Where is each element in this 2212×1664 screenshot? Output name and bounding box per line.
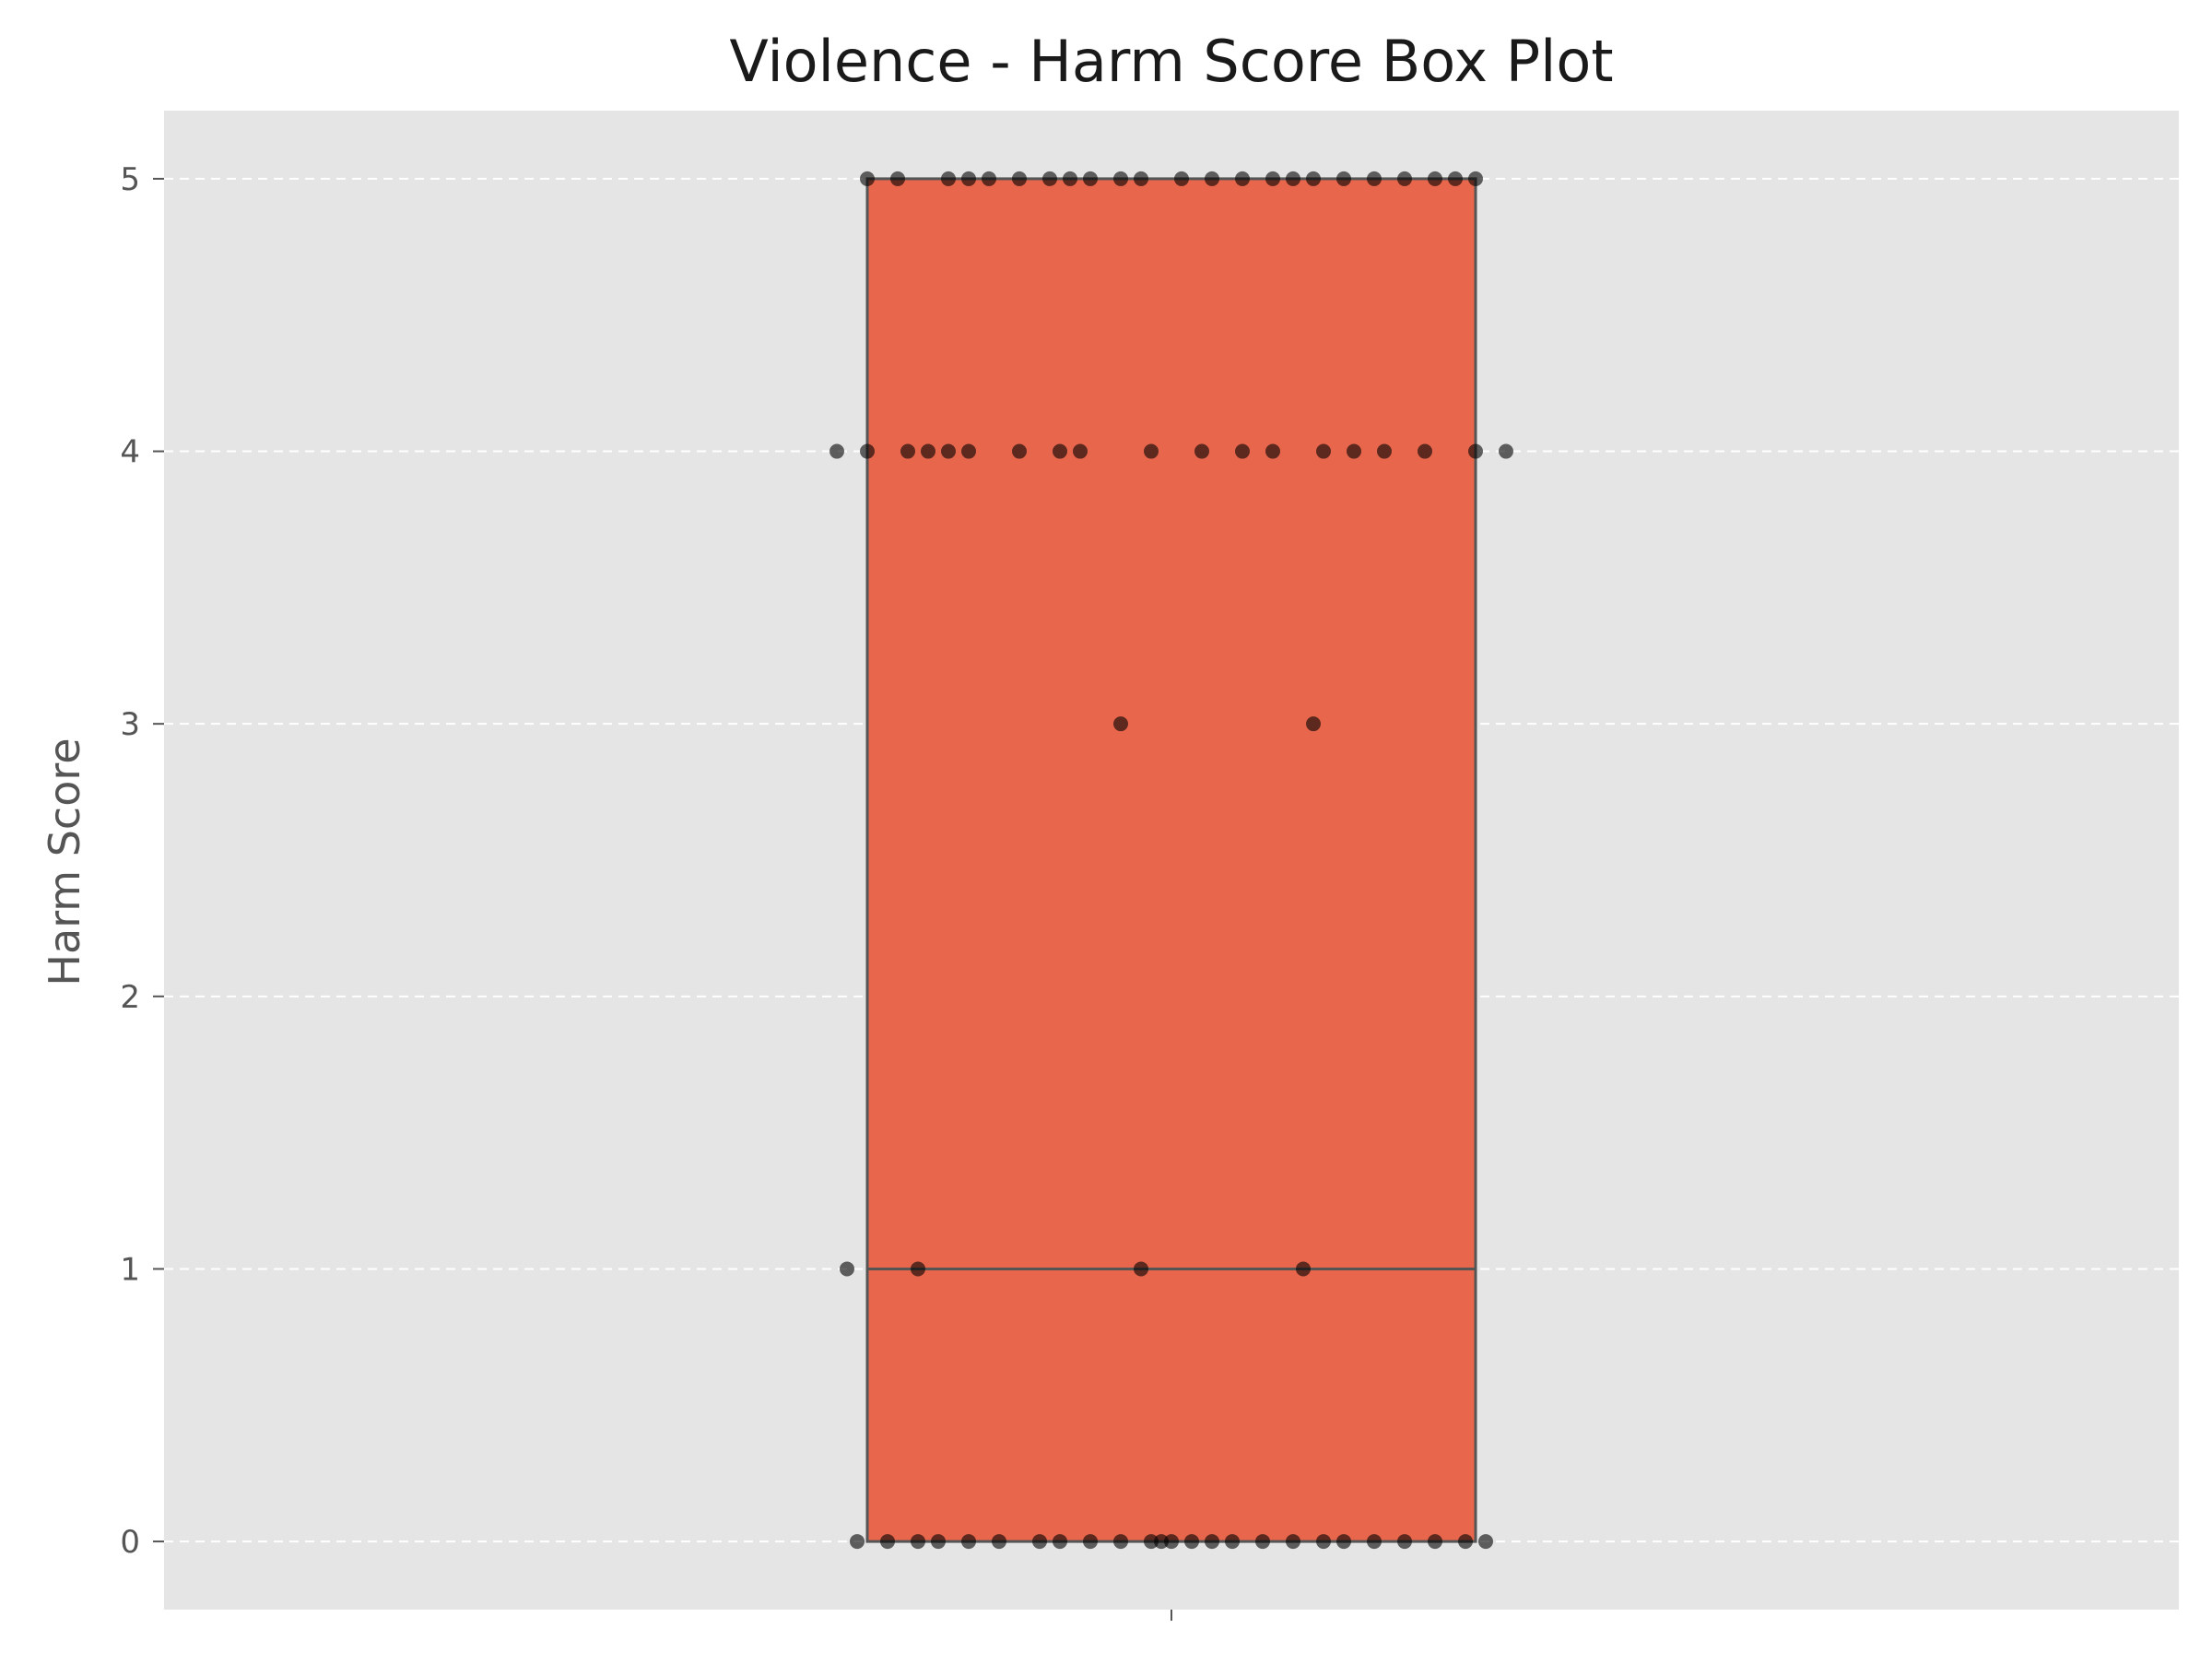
data-point-60 [1164, 1534, 1179, 1550]
data-point-19 [1397, 171, 1412, 186]
data-point-33 [1194, 443, 1209, 459]
data-point-57 [1113, 1534, 1128, 1550]
y-tick-label-0: 0 [120, 1524, 140, 1561]
data-point-54 [1032, 1534, 1047, 1550]
data-point-20 [1428, 171, 1442, 186]
y-axis-label: Harm Score [40, 738, 89, 985]
data-point-58 [1144, 1534, 1159, 1550]
data-point-62 [1205, 1534, 1219, 1550]
data-point-18 [1367, 171, 1382, 186]
data-point-3 [961, 171, 976, 186]
data-point-38 [1377, 443, 1392, 459]
data-point-12 [1205, 171, 1219, 186]
data-point-0 [860, 171, 875, 186]
data-point-21 [1448, 171, 1463, 186]
box-group [865, 177, 1477, 1543]
data-point-66 [1316, 1534, 1331, 1550]
data-point-29 [1012, 443, 1027, 459]
data-point-40 [1468, 443, 1483, 459]
data-point-67 [1336, 1534, 1351, 1550]
data-point-70 [1428, 1534, 1442, 1550]
data-point-72 [1478, 1534, 1493, 1550]
box-iqr [865, 177, 1477, 1543]
data-point-32 [1144, 443, 1159, 459]
data-point-71 [1458, 1534, 1473, 1550]
data-point-39 [1418, 443, 1432, 459]
data-point-52 [961, 1534, 976, 1550]
y-tick-label-4: 4 [120, 434, 140, 471]
data-point-5 [1012, 171, 1027, 186]
data-point-69 [1397, 1534, 1412, 1550]
data-point-63 [1225, 1534, 1240, 1550]
data-point-28 [961, 443, 976, 459]
data-point-51 [931, 1534, 946, 1550]
data-point-35 [1265, 443, 1280, 459]
data-point-31 [1073, 443, 1088, 459]
data-point-65 [1286, 1534, 1300, 1550]
axis-ticks: 0 1 2 3 4 5 [120, 161, 1172, 1621]
data-point-10 [1134, 171, 1148, 186]
data-point-61 [1184, 1534, 1199, 1550]
data-point-56 [1083, 1534, 1098, 1550]
data-point-1 [890, 171, 905, 186]
y-tick-label-1: 1 [120, 1251, 140, 1288]
data-points [830, 171, 1513, 1550]
data-point-22 [1468, 171, 1483, 186]
data-point-9 [1113, 171, 1128, 186]
data-point-68 [1367, 1534, 1382, 1550]
data-point-25 [900, 443, 915, 459]
data-point-59 [1154, 1534, 1169, 1550]
data-point-41 [1499, 443, 1513, 459]
data-point-50 [911, 1534, 925, 1550]
data-point-30 [1053, 443, 1067, 459]
data-point-36 [1316, 443, 1331, 459]
y-tick-label-3: 3 [120, 706, 140, 743]
data-point-34 [1235, 443, 1250, 459]
data-point-37 [1347, 443, 1361, 459]
data-point-6 [1042, 171, 1057, 186]
data-point-42 [1113, 716, 1128, 732]
data-point-16 [1306, 171, 1321, 186]
data-point-47 [1296, 1261, 1311, 1277]
data-point-24 [860, 443, 875, 459]
data-point-23 [830, 443, 844, 459]
data-point-11 [1174, 171, 1189, 186]
data-point-17 [1336, 171, 1351, 186]
data-point-14 [1265, 171, 1280, 186]
data-point-49 [880, 1534, 895, 1550]
data-point-45 [911, 1261, 925, 1277]
data-point-13 [1235, 171, 1250, 186]
data-point-27 [941, 443, 956, 459]
y-tick-label-5: 5 [120, 161, 140, 198]
data-point-46 [1134, 1261, 1148, 1277]
data-point-64 [1255, 1534, 1270, 1550]
data-point-43 [1306, 716, 1321, 732]
y-tick-label-2: 2 [120, 979, 140, 1016]
data-point-7 [1063, 171, 1077, 186]
chart-title: Violence - Harm Score Box Plot [729, 28, 1613, 95]
data-point-55 [1053, 1534, 1067, 1550]
data-point-4 [982, 171, 996, 186]
data-point-8 [1083, 171, 1098, 186]
data-point-44 [840, 1261, 854, 1277]
data-point-53 [992, 1534, 1006, 1550]
data-point-48 [850, 1534, 865, 1550]
data-point-2 [941, 171, 956, 186]
data-point-26 [921, 443, 935, 459]
data-point-15 [1286, 171, 1300, 186]
